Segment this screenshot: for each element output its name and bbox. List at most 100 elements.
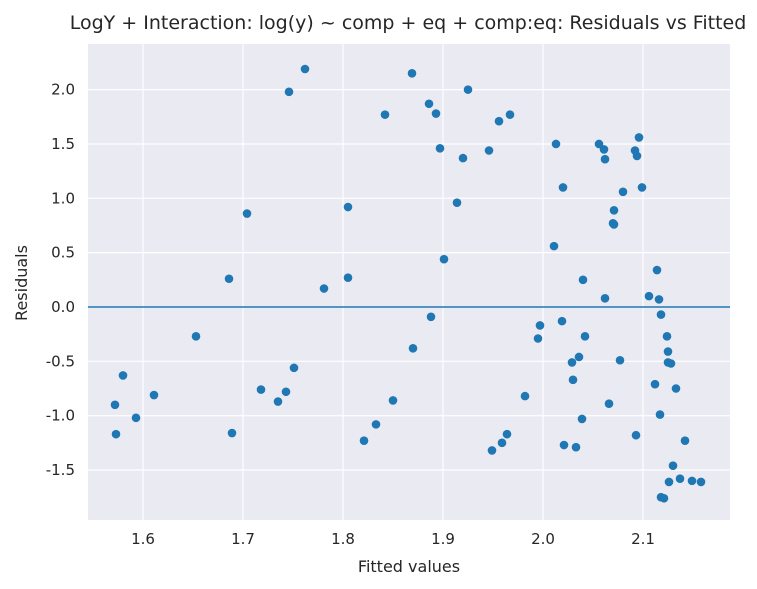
data-point — [380, 110, 390, 119]
x-tick-label: 2.0 — [531, 530, 555, 548]
data-point — [273, 397, 283, 406]
data-point — [487, 446, 497, 455]
data-point — [131, 413, 141, 423]
data-point — [439, 254, 449, 264]
data-point — [502, 429, 512, 439]
data-point — [227, 428, 237, 438]
data-point — [609, 220, 619, 229]
data-point — [431, 109, 441, 118]
data-point — [520, 391, 530, 401]
data-point — [567, 358, 577, 367]
data-point — [568, 375, 578, 385]
data-point — [191, 332, 201, 341]
data-point — [242, 209, 252, 218]
data-point — [675, 474, 685, 484]
y-tick-label: 1.0 — [51, 189, 75, 207]
data-point — [644, 291, 654, 301]
y-tick-label: -1.5 — [46, 461, 75, 479]
x-tick-label: 1.8 — [331, 530, 355, 548]
data-point — [426, 312, 436, 322]
data-point — [551, 139, 561, 149]
data-point — [652, 265, 662, 275]
data-point — [505, 110, 515, 119]
y-axis-label: Residuals — [12, 245, 31, 321]
data-point — [224, 274, 234, 284]
x-tick-label: 1.7 — [231, 530, 255, 548]
data-point — [666, 359, 676, 368]
data-point — [407, 69, 417, 78]
y-tick-label: -1.0 — [46, 407, 75, 425]
data-point — [571, 442, 581, 452]
y-tick-label: -0.5 — [46, 352, 75, 370]
data-point — [580, 332, 590, 341]
data-point — [594, 139, 604, 149]
data-point — [650, 379, 660, 389]
data-point — [637, 183, 647, 192]
data-point — [497, 438, 507, 448]
data-point — [559, 440, 569, 450]
data-point — [662, 332, 672, 341]
y-tick-label: 2.0 — [51, 81, 75, 99]
data-point — [599, 145, 609, 154]
data-point — [668, 461, 678, 470]
data-point — [600, 294, 610, 303]
data-point — [458, 153, 468, 163]
data-point — [256, 385, 266, 394]
y-axis-ticks: -1.5 -1.0 -0.5 0.0 0.5 1.0 1.5 2.0 — [46, 81, 75, 479]
data-point — [535, 321, 545, 330]
grid-lines — [88, 44, 730, 520]
data-point — [494, 116, 504, 126]
y-tick-label: 1.5 — [51, 135, 75, 153]
data-point — [574, 352, 584, 362]
data-point — [696, 477, 706, 487]
data-point — [578, 275, 588, 285]
data-point — [343, 202, 353, 212]
data-point — [557, 316, 567, 326]
x-axis-label: Fitted values — [358, 557, 460, 576]
data-point — [463, 85, 473, 94]
data-point — [634, 133, 644, 142]
data-point — [654, 295, 664, 304]
data-point — [484, 146, 494, 155]
data-point — [659, 493, 669, 503]
data-point — [656, 310, 666, 319]
x-axis-ticks: 1.6 1.7 1.8 1.9 2.0 2.1 — [131, 530, 655, 548]
chart-title: LogY + Interaction: log(y) ~ comp + eq +… — [70, 12, 747, 34]
data-point — [664, 477, 674, 487]
data-point — [435, 144, 445, 153]
data-point — [284, 87, 294, 97]
data-point — [577, 414, 587, 424]
data-point — [632, 151, 642, 161]
plot-area — [88, 44, 730, 520]
data-point — [533, 334, 543, 343]
data-point — [663, 347, 673, 356]
data-point — [631, 430, 641, 440]
data-point — [111, 429, 121, 439]
data-point — [359, 436, 369, 445]
x-tick-label: 1.9 — [431, 530, 455, 548]
data-point — [149, 390, 159, 400]
data-point — [600, 154, 610, 164]
data-point — [687, 476, 697, 486]
data-point — [558, 183, 568, 192]
data-point — [281, 387, 291, 397]
data-point — [452, 198, 462, 207]
data-point — [110, 400, 120, 410]
y-tick-label: 0.0 — [51, 298, 75, 316]
data-point — [604, 399, 614, 409]
data-point — [343, 273, 353, 282]
data-point — [618, 187, 628, 197]
data-point — [300, 64, 310, 74]
data-point — [615, 355, 625, 365]
y-tick-label: 0.5 — [51, 244, 75, 262]
data-point — [424, 99, 434, 109]
x-tick-label: 1.6 — [131, 530, 155, 548]
data-point — [549, 241, 559, 251]
x-tick-label: 2.1 — [631, 530, 655, 548]
data-point — [319, 284, 329, 293]
data-point — [118, 371, 128, 380]
data-point — [371, 420, 381, 429]
data-point — [408, 343, 418, 353]
scatter-points — [110, 64, 706, 503]
